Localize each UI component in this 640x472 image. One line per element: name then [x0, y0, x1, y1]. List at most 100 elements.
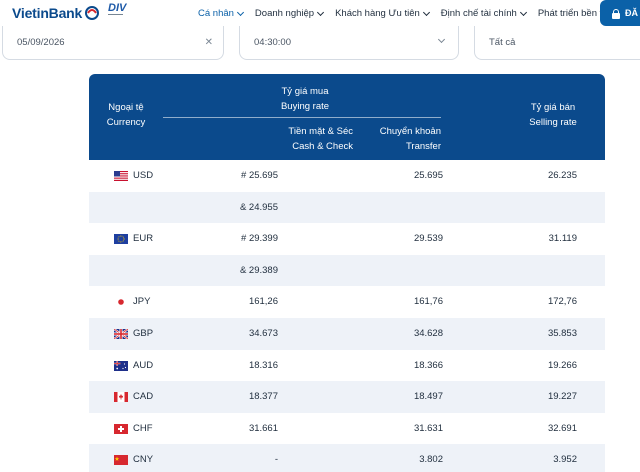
transfer-rate: 18.497 — [413, 391, 443, 403]
logo-swirl-icon — [85, 6, 100, 20]
header-currency-en: Currency — [106, 117, 146, 128]
exchange-rate-table: Ngoại tệ Currency Tỷ giá mua Buying rate… — [89, 74, 605, 472]
transfer-rate: 18.366 — [413, 359, 443, 371]
clear-icon[interactable]: ✕ — [204, 37, 213, 48]
type-select[interactable]: Tất cả — [474, 26, 640, 60]
currency-code: CHF — [133, 422, 153, 434]
selling-rate: 31.119 — [548, 233, 577, 245]
div-badge-text: DIV — [108, 2, 127, 14]
transfer-rate: 29.539 — [413, 233, 443, 245]
currency-code: AUD — [133, 359, 154, 371]
cash-rate: 18.377 — [248, 391, 278, 403]
selling-rate: 26.235 — [547, 170, 577, 181]
chevron-down-icon — [422, 8, 430, 16]
table-row: & 29.389 — [89, 254, 605, 287]
time-select-value: 04:30:00 — [254, 37, 291, 48]
selling-rate: 35.853 — [547, 327, 577, 339]
cash-rate: 161,26 — [248, 296, 278, 308]
div-badge-lines: ▬▬▬▬▬ — [108, 12, 123, 16]
nav-item-dinh-che-tai-chinh[interactable]: Định chế tài chính — [440, 8, 527, 19]
au-flag-icon — [114, 360, 128, 371]
cash-rate: 31.661 — [248, 422, 278, 434]
lock-icon — [612, 8, 620, 19]
top-header: VietinBank DIV ▬▬▬▬▬ Cá nhân Doanh nghiệ… — [0, 0, 640, 30]
nav-item-ca-nhan[interactable]: Cá nhân — [198, 8, 244, 19]
currency-code: GBP — [133, 327, 154, 339]
header-currency: Ngoại tệ Currency — [89, 100, 163, 130]
nav-item-khach-hang-uu-tien[interactable]: Khách hàng Ưu tiên — [335, 8, 430, 19]
currency-code: CNY — [133, 454, 154, 466]
table-row: CNY - 3.802 3.952 — [89, 444, 605, 472]
cash-rate: # 25.695 — [241, 170, 278, 181]
nav-item-label: Doanh nghiệp — [254, 8, 315, 19]
nav-item-label: Cá nhân — [198, 8, 234, 19]
selling-rate: 3.952 — [553, 454, 577, 466]
table-row: EUR # 29.399 29.539 31.119 — [89, 223, 605, 255]
transfer-rate: 31.631 — [413, 422, 443, 434]
transfer-rate: 34.628 — [413, 327, 443, 339]
selling-rate: 19.227 — [547, 391, 577, 403]
table-row: CHF 31.661 31.631 32.691 — [89, 412, 605, 445]
cash-rate: 34.673 — [248, 327, 278, 339]
header-buying-vi: Tỷ giá mua — [281, 86, 329, 97]
nav-item-label: Phát triển bền vững — [537, 8, 622, 19]
cn-flag-icon — [114, 455, 128, 466]
table-row: GBP 34.673 34.628 35.853 — [89, 317, 605, 350]
vietinbank-logo[interactable]: VietinBank — [12, 5, 100, 21]
table-row: USD # 25.695 25.695 26.235 — [89, 160, 605, 192]
header-selling-en: Selling rate — [529, 117, 577, 128]
header-divider — [163, 117, 441, 118]
type-select-value: Tất cả — [489, 37, 516, 48]
ch-flag-icon — [114, 423, 128, 434]
time-select[interactable]: 04:30:00 — [239, 26, 459, 60]
header-transfer: Chuyển khoản Transfer — [353, 124, 441, 154]
div-badge: DIV ▬▬▬▬▬ — [108, 3, 148, 27]
login-button-label: ĐĂ — [625, 8, 638, 18]
header-transfer-vi: Chuyển khoản — [379, 126, 441, 137]
cash-rate: & 29.389 — [239, 264, 278, 276]
header-cash-check: Tiền mặt & Séc Cash & Check — [163, 124, 353, 154]
table-header: Ngoại tệ Currency Tỷ giá mua Buying rate… — [89, 74, 605, 160]
table-row: JPY 161,26 161,76 172,76 — [89, 286, 605, 318]
selling-rate: 172,76 — [547, 296, 577, 308]
header-selling-rate: Tỷ giá bán Selling rate — [501, 100, 605, 130]
nav-item-phat-trien-ben-vung[interactable]: Phát triển bền vững — [538, 8, 621, 19]
table-row: & 24.955 — [89, 191, 605, 224]
chevron-down-icon — [437, 35, 446, 44]
transfer-rate: 161,76 — [413, 296, 443, 308]
chevron-down-icon — [519, 8, 527, 16]
header-cash-vi: Tiền mặt & Séc — [288, 126, 353, 137]
date-field[interactable]: 05/09/2026 ✕ — [2, 26, 224, 60]
logo-text: VietinBank — [12, 5, 83, 21]
header-cash-en: Cash & Check — [292, 141, 353, 152]
transfer-rate: 3.802 — [419, 454, 443, 466]
eu-flag-icon — [114, 234, 128, 245]
cash-rate: # 29.399 — [241, 233, 278, 245]
login-button[interactable]: ĐĂ — [600, 0, 640, 26]
chevron-down-icon — [236, 8, 244, 16]
nav-item-doanh-nghiep[interactable]: Doanh nghiệp — [254, 8, 325, 19]
currency-code: JPY — [133, 296, 151, 308]
header-buying-en: Buying rate — [280, 101, 330, 112]
currency-code: CAD — [133, 391, 154, 403]
header-buying-rate: Tỷ giá mua Buying rate — [163, 84, 447, 114]
jp-flag-icon — [114, 297, 128, 308]
ca-flag-icon — [114, 392, 128, 403]
chevron-down-icon — [317, 8, 325, 16]
cash-rate: & 24.955 — [239, 201, 278, 213]
table-row: AUD 18.316 18.366 19.266 — [89, 349, 605, 382]
header-transfer-en: Transfer — [405, 141, 441, 152]
gb-flag-icon — [114, 328, 128, 339]
selling-rate: 32.691 — [547, 422, 577, 434]
table-row: CAD 18.377 18.497 19.227 — [89, 381, 605, 413]
main-nav: Cá nhân Doanh nghiệp Khách hàng Ưu tiên … — [198, 8, 633, 19]
cash-rate: - — [274, 454, 278, 466]
header-currency-vi: Ngoại tệ — [108, 102, 144, 113]
cash-rate: 18.316 — [248, 359, 278, 371]
us-flag-icon — [114, 171, 128, 181]
nav-item-label: Định chế tài chính — [440, 8, 517, 19]
header-selling-vi: Tỷ giá bán — [530, 102, 576, 113]
currency-code: EUR — [133, 233, 154, 245]
currency-code: USD — [133, 170, 154, 181]
